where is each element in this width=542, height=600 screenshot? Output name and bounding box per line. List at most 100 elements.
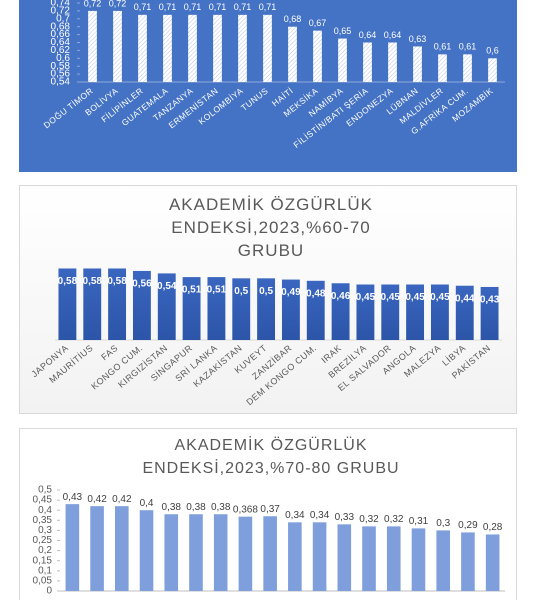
- data-label: 0,38: [186, 502, 206, 513]
- bar: [88, 10, 97, 82]
- data-label: 0,45: [381, 292, 401, 303]
- bar: [213, 514, 228, 591]
- data-label: 0,42: [87, 494, 107, 505]
- data-label: 0,61: [459, 42, 477, 52]
- data-label: 0,32: [384, 514, 404, 525]
- bar: [388, 42, 397, 82]
- data-label: 0,6: [486, 46, 499, 56]
- data-label: 0,45: [430, 292, 450, 303]
- data-label: 0,58: [83, 276, 103, 287]
- data-label: 0,56: [132, 279, 152, 290]
- data-label: 0,45: [356, 292, 376, 303]
- data-label: 0,71: [234, 2, 252, 12]
- y-tick-label: 0,6: [56, 53, 70, 64]
- bar: [288, 522, 302, 591]
- data-label: 0,54: [157, 281, 177, 292]
- data-label: 0,51: [207, 285, 227, 296]
- bar: [58, 268, 77, 340]
- y-tick-label: 0,58: [51, 61, 71, 72]
- data-label: 0,29: [458, 520, 478, 531]
- data-label: 0,31: [409, 516, 429, 527]
- bar: [182, 277, 201, 340]
- data-label: 0,34: [310, 510, 330, 521]
- y-tick-label: 0,7: [56, 13, 70, 24]
- bar: [115, 506, 129, 591]
- bar: [436, 530, 450, 591]
- bar: [306, 280, 325, 340]
- data-label: 0,64: [384, 30, 402, 40]
- data-label: 0,71: [134, 2, 152, 12]
- y-tick-label: 0,15: [33, 555, 53, 566]
- data-label: 0,44: [455, 293, 475, 304]
- bar: [488, 58, 497, 82]
- y-tick-label: 0,64: [51, 37, 71, 48]
- data-label: 0,42: [112, 494, 132, 505]
- bar: [362, 526, 376, 591]
- y-tick-label: 0,45: [33, 495, 53, 506]
- bar: [312, 522, 327, 591]
- y-tick-label: 0,2: [38, 545, 52, 556]
- data-label: 0,72: [109, 0, 127, 8]
- bar: [238, 14, 247, 83]
- bar: [157, 273, 176, 340]
- bar: [480, 286, 499, 340]
- data-label: 0,43: [480, 295, 500, 306]
- bar: [132, 270, 151, 340]
- y-tick-label: 0,35: [33, 515, 53, 526]
- bar: [189, 514, 203, 591]
- bar: [281, 279, 300, 340]
- bar: [356, 284, 375, 340]
- bar: [257, 278, 276, 340]
- data-label: 0,72: [84, 0, 102, 8]
- y-tick-label: 0,4: [38, 505, 52, 516]
- data-label: 0,68: [284, 14, 302, 24]
- y-tick-label: 0,62: [51, 45, 71, 56]
- bar: [288, 26, 297, 82]
- y-tick-label: 0,54: [51, 77, 71, 88]
- data-label: 0,45: [405, 292, 425, 303]
- bar: [463, 54, 472, 82]
- data-label: 0,37: [260, 504, 280, 515]
- data-label: 0,4: [140, 498, 154, 509]
- bar: [337, 524, 352, 591]
- bar: [411, 528, 426, 591]
- bar: [331, 283, 350, 340]
- bar: [461, 532, 475, 591]
- bar: [485, 534, 500, 591]
- bar: [108, 268, 127, 340]
- y-tick-label: 0,25: [33, 535, 53, 546]
- data-label: 0,71: [209, 2, 227, 12]
- y-tick-label: 0,66: [51, 29, 71, 40]
- data-label: 0,28: [483, 522, 503, 533]
- bar: [386, 526, 401, 591]
- data-label: 0,58: [107, 276, 127, 287]
- bar: [65, 504, 80, 591]
- y-tick-label: 0: [46, 586, 52, 597]
- bar: [406, 284, 425, 340]
- bar: [338, 38, 347, 82]
- y-tick-label: 0,56: [51, 69, 71, 80]
- bar: [413, 46, 422, 82]
- data-label: 0,58: [58, 276, 78, 287]
- bar: [232, 278, 251, 340]
- y-tick-label: 0,72: [51, 6, 71, 17]
- data-label: 0,71: [159, 2, 177, 12]
- bar: [83, 268, 102, 340]
- bar: [238, 516, 253, 591]
- data-label: 0,368: [233, 504, 258, 515]
- bar: [163, 14, 172, 83]
- data-label: 0,49: [281, 287, 301, 298]
- y-tick-label: 0,5: [38, 485, 52, 496]
- bar: [164, 514, 179, 591]
- data-label: 0,67: [309, 18, 327, 28]
- y-tick-label: 0,74: [51, 0, 71, 9]
- data-label: 0,33: [335, 512, 355, 523]
- bar: [438, 54, 447, 82]
- y-tick-label: 0,1: [38, 565, 52, 576]
- bar: [90, 506, 104, 591]
- data-label: 0,43: [63, 492, 83, 503]
- data-label: 0,64: [359, 30, 377, 40]
- data-label: 0,46: [331, 291, 351, 302]
